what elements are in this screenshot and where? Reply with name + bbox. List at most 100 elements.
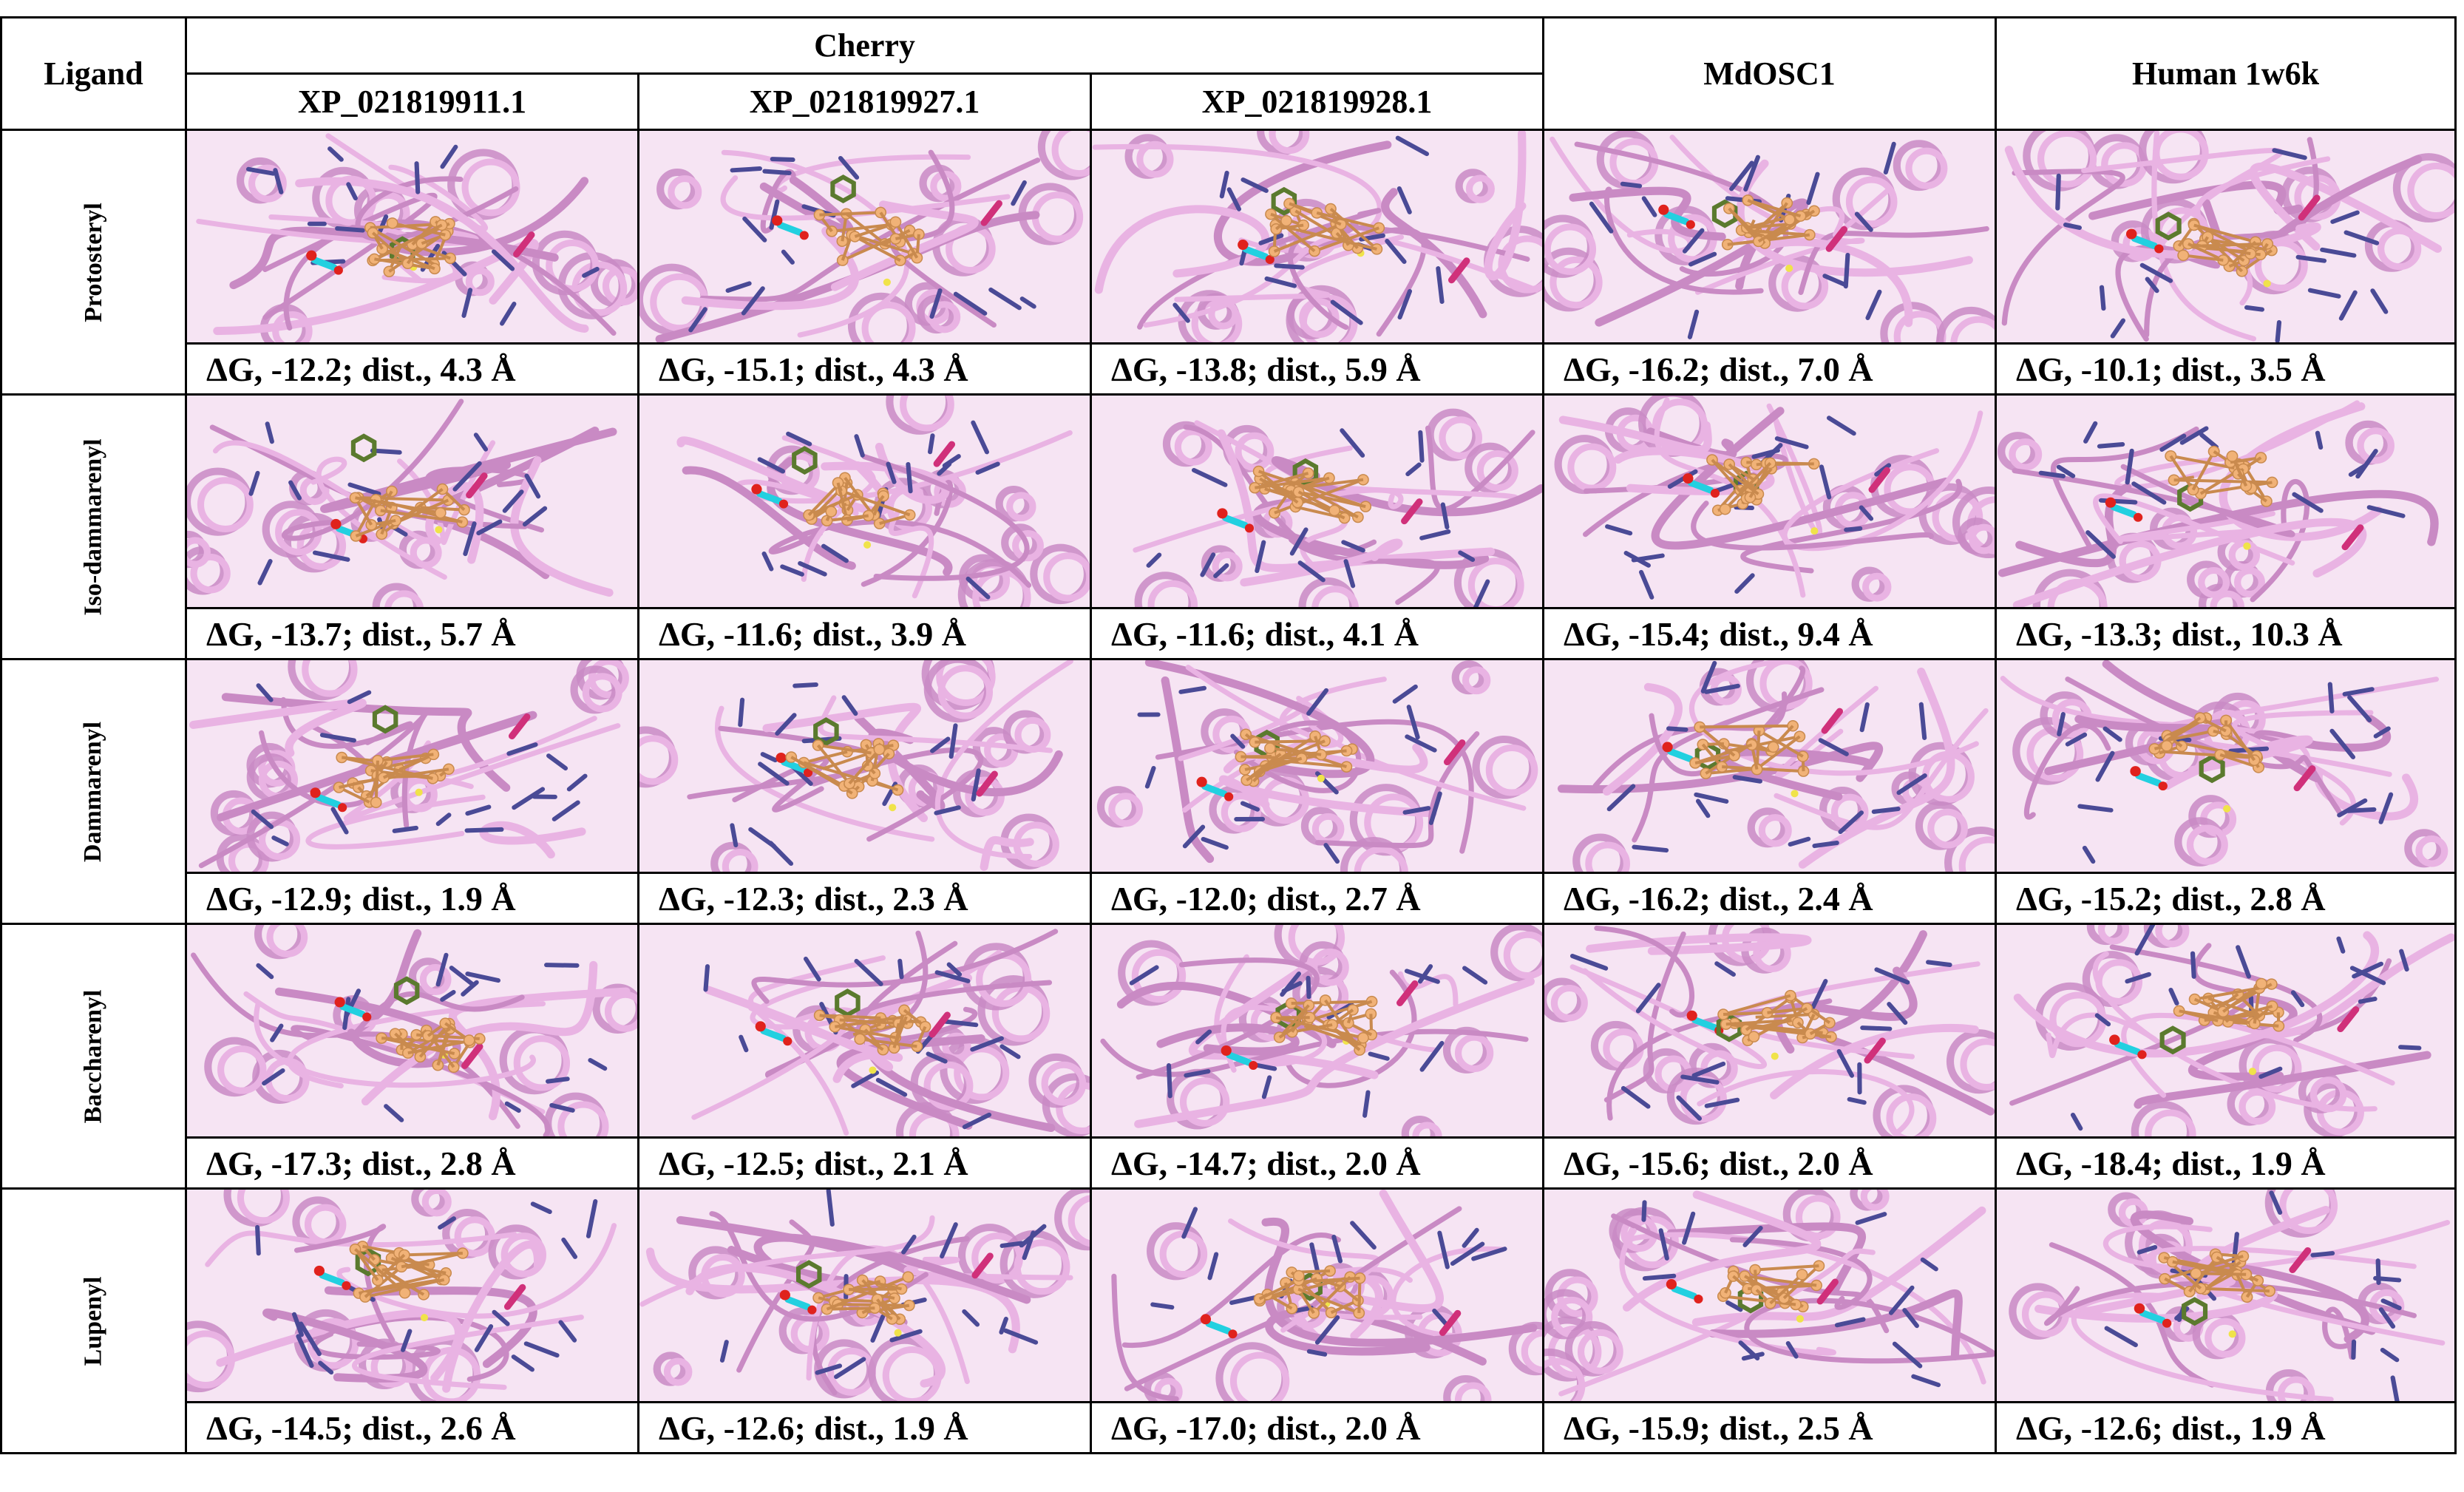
residue-stick (929, 288, 943, 319)
oxygen-atom (330, 518, 342, 529)
residue-stick (546, 753, 569, 771)
helix-ribbon (217, 1045, 267, 1094)
magenta-residue (1439, 1309, 1462, 1336)
residue-stick (1331, 1235, 1343, 1264)
loop-ribbon (1133, 487, 1404, 553)
residue-stick (1261, 1075, 1272, 1099)
loop-ribbon (205, 1230, 517, 1267)
residue-stick (1687, 309, 1700, 339)
helix-ribbon (2155, 925, 2190, 948)
docking-pose-image (1092, 1190, 1543, 1401)
residue-stick (1207, 1252, 1219, 1281)
oxygen-atom (1224, 792, 1234, 801)
residue-stick (347, 482, 381, 496)
docking-pose-image (187, 131, 637, 342)
sulfur-atom (1791, 790, 1799, 798)
residue-stick (2269, 1190, 2283, 1215)
olive-residue (795, 1260, 822, 1289)
residue-stick (1682, 228, 1705, 254)
residue-stick (1855, 1212, 1887, 1225)
residue-stick (971, 768, 981, 802)
binding-energy-caption: ΔG, -16.2; dist., 7.0 Å (1542, 342, 1998, 396)
sulfur-atom (2228, 1330, 2236, 1338)
loop-ribbon (715, 705, 935, 842)
ligand-bond (827, 1306, 875, 1311)
oxygen-atom (313, 1265, 325, 1276)
ligand-atom (415, 237, 428, 250)
loop-ribbon (2117, 511, 2275, 542)
column-header-mdosc1: MdOSC1 (1542, 16, 1998, 131)
residue-stick (1405, 734, 1437, 753)
loop-ribbon (1111, 1273, 1179, 1401)
residue-stick (1918, 702, 1927, 740)
ligand-bond (1755, 730, 1761, 770)
residue-stick (2055, 173, 2061, 211)
loop-ribbon (1774, 966, 1918, 1054)
magenta-residue (461, 1042, 483, 1069)
ligand-name: Protosteryl (79, 202, 107, 322)
residue-stick (561, 1237, 578, 1259)
oxygen-atom (1683, 473, 1694, 484)
residue-stick (1865, 289, 1882, 320)
loop-ribbon (1594, 925, 1694, 1018)
residue-stick (347, 690, 372, 705)
loop-ribbon (2109, 944, 2323, 1043)
column-header-xp-021819928: XP_021819928.1 (1089, 72, 1545, 131)
residue-stick (2139, 262, 2173, 283)
residue-stick (1788, 836, 1811, 847)
residue-stick (1641, 1200, 1647, 1222)
residue-stick (1397, 288, 1413, 320)
residue-stick (2134, 925, 2156, 956)
ligand-bond (341, 756, 433, 780)
ligand-bond (1747, 199, 1791, 221)
residue-stick (1406, 705, 1420, 740)
helix-ribbon (1311, 586, 1360, 607)
ligand-atom (1796, 1269, 1808, 1281)
residue-stick (1432, 1308, 1450, 1328)
residue-stick (742, 216, 767, 243)
olive-residue (1716, 1013, 1742, 1042)
binding-energy-caption: ΔG, -14.7; dist., 2.0 Å (1089, 1136, 1545, 1190)
docking-pose-image (639, 660, 1090, 872)
residue-stick (1178, 685, 1207, 694)
residue-stick (524, 473, 541, 499)
residue-stick (2099, 285, 2106, 311)
residue-stick (1219, 170, 1229, 199)
ligand-bond (854, 235, 901, 262)
oxygen-atom (1686, 1010, 1697, 1021)
residue-stick (544, 963, 580, 968)
residue-stick (549, 1102, 575, 1113)
helix-ribbon (1905, 147, 1948, 189)
helix-ribbon (2145, 1109, 2196, 1136)
helix-ribbon (1550, 256, 1603, 309)
sulfur-atom (415, 788, 423, 796)
ligand-bond (836, 482, 849, 520)
sulfur-atom (894, 1329, 902, 1337)
loop-ribbon (1161, 676, 1215, 864)
residue-stick (530, 1201, 552, 1215)
helix-ribbon (930, 171, 962, 202)
ligand-bond (381, 487, 444, 536)
docking-image-cell (1542, 1187, 1998, 1403)
residue-stick (2102, 726, 2122, 742)
residue-stick (757, 457, 786, 474)
residue-stick (962, 1309, 980, 1327)
ligand-atom (1252, 465, 1265, 478)
helix-ribbon (1969, 523, 1995, 555)
residue-stick (1743, 155, 1760, 192)
ligand-bond (827, 514, 869, 523)
ligand-bond (401, 1252, 464, 1269)
docking-pose-image (187, 660, 637, 872)
helix-ribbon (2210, 590, 2245, 607)
ligand-bond (1724, 461, 1772, 511)
residue-stick (1888, 1285, 1915, 1315)
residue-stick (1396, 186, 1412, 214)
residue-stick (1822, 274, 1847, 288)
ligand-bond (355, 496, 441, 515)
helix-ribbon (237, 1190, 291, 1224)
docking-pose-image (1092, 660, 1543, 872)
residue-stick (2244, 305, 2265, 312)
residue-stick (741, 286, 765, 316)
residue-stick (875, 1077, 908, 1097)
helix-ribbon (1862, 572, 1892, 602)
